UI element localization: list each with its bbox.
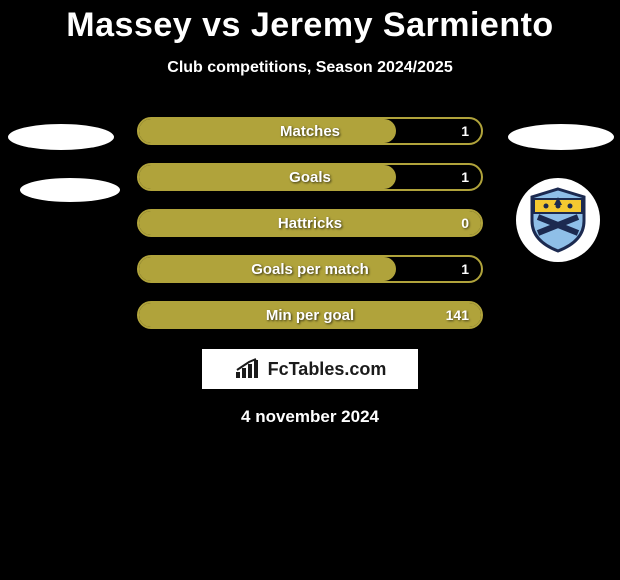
stat-right-value: 1 (461, 169, 469, 185)
stat-right-value: 141 (446, 307, 469, 323)
stat-row: Hattricks0 (137, 209, 483, 237)
stat-right-value: 0 (461, 215, 469, 231)
left-ellipse-2 (20, 178, 120, 202)
stat-fill (139, 165, 396, 189)
stat-fill (139, 211, 481, 235)
club-crest-avatar (516, 178, 600, 262)
stat-row: Goals per match1 (137, 255, 483, 283)
left-ellipse-1 (8, 124, 114, 150)
page-title: Massey vs Jeremy Sarmiento (66, 6, 553, 45)
stat-fill (139, 257, 396, 281)
stat-fill (139, 119, 396, 143)
stat-row: Matches1 (137, 117, 483, 145)
club-crest-icon (528, 187, 588, 253)
branding-box: FcTables.com (202, 349, 418, 389)
stat-row: Goals1 (137, 163, 483, 191)
right-ellipse-1 (508, 124, 614, 150)
branding-text: FcTables.com (268, 359, 387, 380)
subtitle: Club competitions, Season 2024/2025 (167, 59, 452, 77)
stat-right-value: 1 (461, 123, 469, 139)
date-line: 4 november 2024 (241, 407, 379, 427)
stat-fill (139, 303, 481, 327)
stat-right-value: 1 (461, 261, 469, 277)
stat-row: Min per goal141 (137, 301, 483, 329)
branding-chart-icon (234, 358, 262, 380)
